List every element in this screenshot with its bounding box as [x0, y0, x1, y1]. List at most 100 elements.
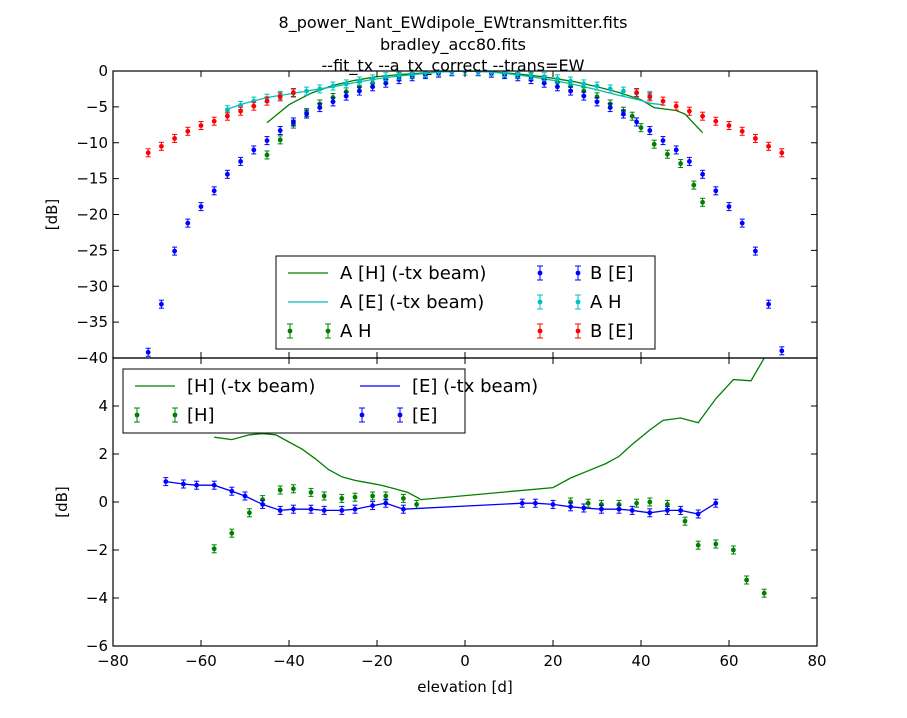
y-tick-label: −5: [86, 98, 108, 116]
data-point: [713, 498, 719, 508]
data-point: [700, 111, 706, 121]
data-point: [238, 106, 244, 116]
y-tick-label: −25: [76, 241, 108, 259]
data-point: [321, 505, 327, 515]
data-point: [598, 504, 604, 514]
data-point: [664, 505, 670, 515]
data-point: [779, 346, 785, 356]
data-point: [726, 121, 732, 131]
data-point: [660, 136, 666, 146]
data-point: [238, 156, 244, 166]
data-point: [713, 539, 719, 549]
data-point: [400, 504, 406, 514]
data-point: [352, 504, 358, 514]
data-point: [185, 126, 191, 136]
legend-entry: A H: [287, 321, 372, 342]
top-panel: −40 −35 −30 −25 −20 −15 −10 −5 0 [dB] A [H] (-tx b…: [43, 62, 818, 367]
plot-area: [163, 358, 767, 598]
data-point: [629, 111, 635, 121]
data-point: [370, 491, 376, 501]
data-point: [739, 218, 745, 228]
series-b-e-: [145, 88, 785, 158]
data-point: [634, 117, 640, 127]
data-point: [647, 508, 653, 518]
legend-entry: B [E]: [537, 321, 634, 342]
x-axis: −80 −60 −40 −20 0 20 40 60 80: [97, 358, 827, 670]
data-point: [229, 528, 235, 538]
data-point: [686, 156, 692, 166]
y-axis: −6 −4 −2 0 2 4: [86, 397, 817, 655]
data-point: [317, 103, 323, 113]
y-tick-label: 0: [98, 62, 108, 80]
data-point: [180, 479, 186, 489]
legend-label: A H: [340, 321, 372, 342]
data-point: [290, 504, 296, 514]
y-tick-label: 2: [98, 445, 108, 463]
data-point: [198, 121, 204, 131]
legend: [H] (-tx beam) [H] [E] (-tx beam) [E]: [122, 368, 538, 434]
data-point: [321, 491, 327, 501]
x-tick-label: 0: [460, 652, 470, 670]
data-point: [251, 101, 257, 111]
data-point: [502, 71, 508, 77]
data-point: [726, 202, 732, 212]
data-point: [194, 480, 200, 490]
data-point: [700, 169, 706, 179]
data-point: [308, 487, 314, 497]
data-point: [647, 126, 653, 136]
data-point: [198, 202, 204, 212]
y-tick-label: −4: [86, 589, 108, 607]
y-tick-label: 4: [98, 397, 108, 415]
legend-entry: A [E] (-tx beam): [288, 292, 484, 313]
data-point: [568, 86, 574, 96]
series--h-tx-beam-: [214, 358, 765, 501]
data-point: [251, 145, 257, 155]
data-point: [779, 148, 785, 158]
data-point: [673, 145, 679, 155]
data-point: [352, 492, 358, 502]
data-point: [277, 92, 283, 102]
data-point: [224, 111, 230, 121]
data-point: [277, 485, 283, 495]
x-tick-label: −40: [273, 652, 305, 670]
x-axis-label: elevation [d]: [417, 678, 512, 696]
chart-title: 8_power_Nant_EWdipole_EWtransmitter.fits…: [279, 13, 628, 76]
data-point: [308, 504, 314, 514]
data-point: [686, 106, 692, 116]
data-point: [229, 486, 235, 496]
data-point: [211, 116, 217, 126]
data-point: [766, 299, 772, 309]
series-line: [214, 358, 765, 501]
data-point: [585, 498, 591, 508]
data-point: [211, 480, 217, 490]
data-point: [330, 81, 336, 91]
data-point: [356, 76, 362, 86]
data-point: [264, 150, 270, 160]
y-tick-label: 0: [98, 493, 108, 511]
data-point: [761, 588, 767, 598]
data-point: [691, 180, 697, 190]
data-point: [766, 141, 772, 151]
data-point: [422, 71, 428, 77]
y-axis: −40 −35 −30 −25 −20 −15 −10 −5 0: [76, 62, 817, 367]
y-tick-label: −35: [76, 313, 108, 331]
plot-area: [145, 71, 785, 357]
data-point: [145, 347, 151, 357]
data-point: [290, 484, 296, 494]
data-point: [616, 504, 622, 514]
y-axis-label: [dB]: [53, 486, 71, 518]
legend-entry: [E]: [359, 405, 437, 426]
legend-entry: A H: [537, 292, 622, 313]
x-tick-label: 20: [543, 652, 562, 670]
data-point: [634, 498, 640, 508]
data-point: [620, 109, 626, 119]
legend-label: B [E]: [590, 321, 634, 342]
data-point: [211, 544, 217, 554]
data-point: [678, 505, 684, 515]
data-point: [581, 79, 587, 89]
data-point: [242, 491, 248, 501]
data-point: [647, 92, 653, 102]
data-point: [436, 71, 442, 77]
